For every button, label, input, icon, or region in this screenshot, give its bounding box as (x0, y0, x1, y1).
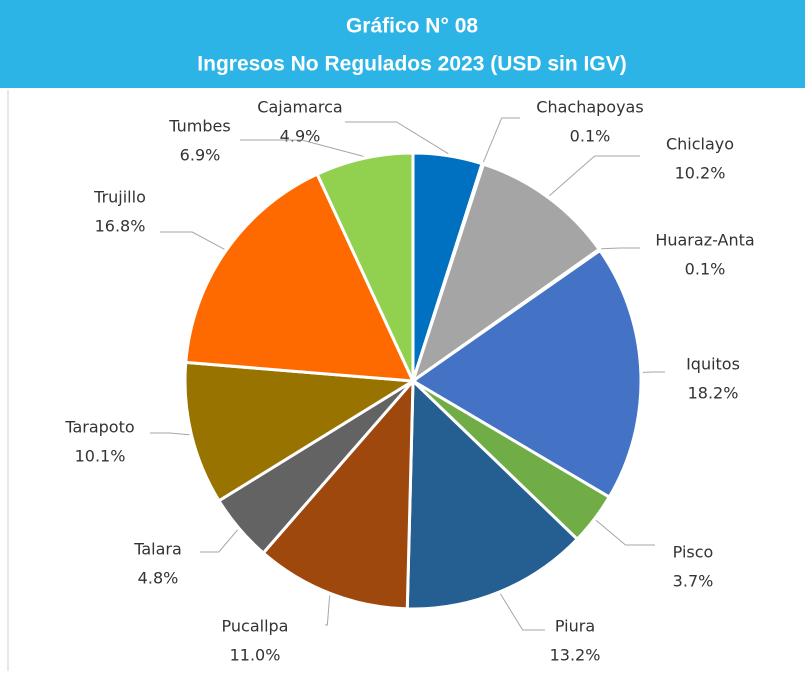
slice-label-name: Chiclayo (666, 135, 734, 154)
chart-subtitle: Ingresos No Regulados 2023 (USD sin IGV) (197, 53, 626, 76)
slice-label-name: Pisco (673, 543, 714, 562)
slice-label-name: Iquitos (686, 355, 740, 374)
slice-label-name: Talara (133, 540, 182, 559)
slice-label-name: Tumbes (168, 117, 230, 136)
slice-label-name: Chachapoyas (536, 98, 643, 117)
slice-label-value: 18.2% (688, 384, 739, 403)
slice-label-value: 13.2% (550, 646, 601, 665)
slice-label-name: Tarapoto (64, 418, 134, 437)
slice-label-value: 11.0% (230, 646, 281, 665)
slice-label-value: 10.1% (75, 447, 126, 466)
slice-label-name: Piura (555, 617, 595, 636)
slice-label-name: Huaraz-Anta (655, 231, 754, 250)
chart-title: Gráfico N° 08 (346, 15, 478, 38)
slice-label-value: 10.2% (675, 164, 726, 183)
slice-label-value: 0.1% (685, 260, 726, 279)
slice-label-value: 4.8% (138, 569, 179, 588)
slice-label-name: Trujillo (93, 188, 146, 207)
slice-label-value: 16.8% (95, 217, 146, 236)
slice-label-name: Pucallpa (222, 617, 289, 636)
slice-label-value: 3.7% (673, 572, 714, 591)
slice-label-value: 0.1% (570, 127, 611, 146)
slice-label-name: Cajamarca (257, 98, 342, 117)
slice-label-value: 6.9% (180, 146, 221, 165)
slice-label-value: 4.9% (280, 127, 321, 146)
